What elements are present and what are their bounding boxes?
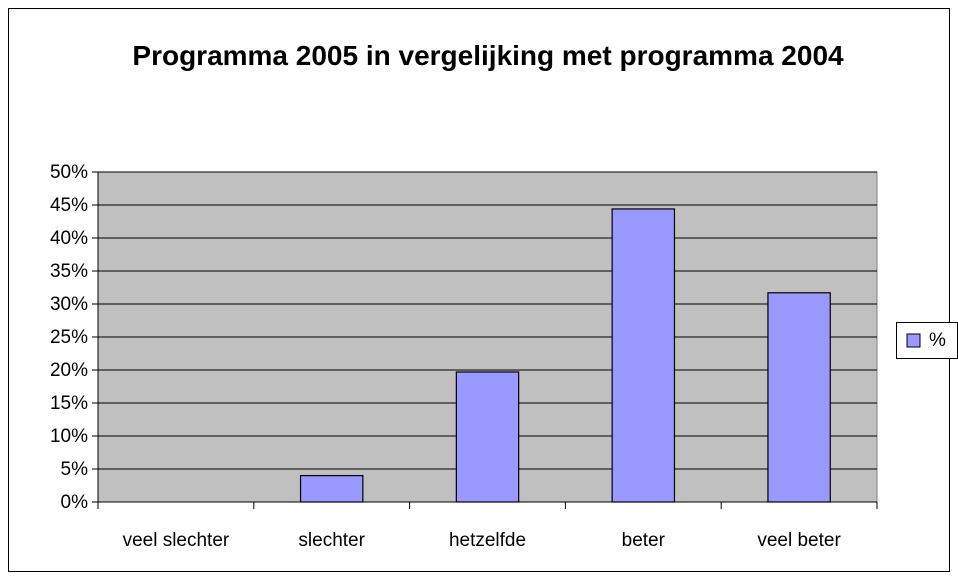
bar xyxy=(767,292,831,503)
chart-title: Programma 2005 in vergelijking met progr… xyxy=(132,40,844,71)
legend-label: % xyxy=(929,330,946,351)
x-tick-label: hetzelfde xyxy=(449,530,526,551)
y-tick-label: 50% xyxy=(50,162,88,183)
y-tick-label: 15% xyxy=(50,393,88,414)
y-tick-label: 30% xyxy=(50,294,88,315)
y-tick-label: 40% xyxy=(50,228,88,249)
bar xyxy=(299,475,364,503)
y-tick-label: 25% xyxy=(50,327,88,348)
y-tick-label: 45% xyxy=(50,195,88,216)
x-tick-label: veel slechter xyxy=(123,530,230,551)
bar xyxy=(455,371,520,503)
y-tick-label: 5% xyxy=(61,459,89,480)
x-tick-label: slechter xyxy=(298,530,365,551)
legend-box xyxy=(896,322,958,359)
y-tick-label: 35% xyxy=(50,261,88,282)
y-tick-label: 10% xyxy=(50,426,88,447)
y-tick-label: 20% xyxy=(50,360,88,381)
bar xyxy=(611,208,676,503)
legend-swatch xyxy=(906,333,921,348)
y-tick-label: 0% xyxy=(61,492,89,513)
x-tick-label: veel beter xyxy=(757,530,841,551)
x-tick-label: beter xyxy=(622,530,666,551)
